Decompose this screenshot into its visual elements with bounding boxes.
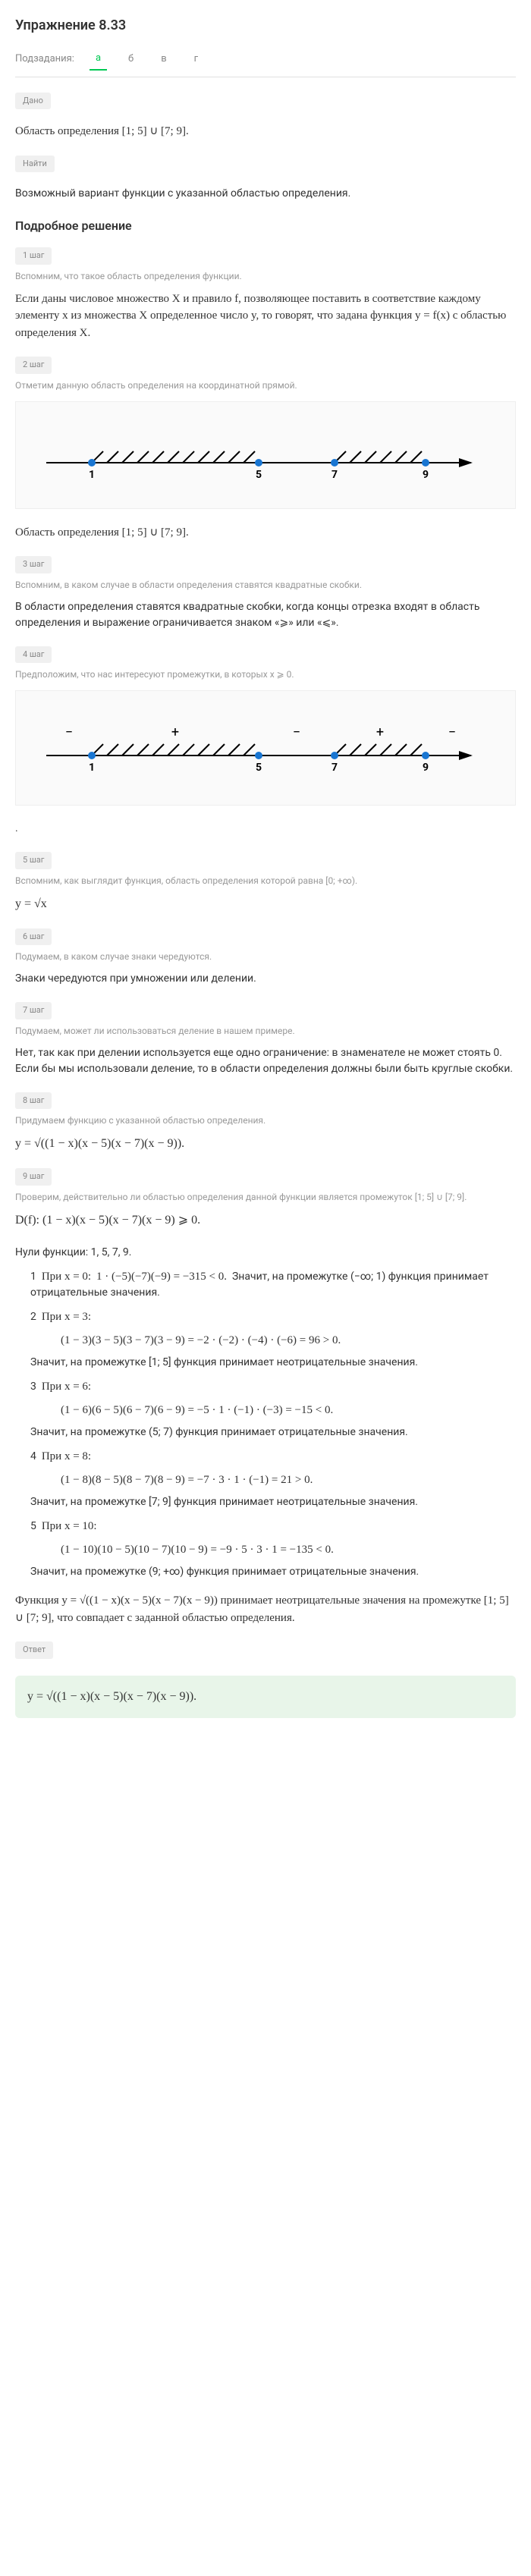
step-9: 9 шаг Проверим, действительно ли область… bbox=[15, 1168, 516, 1230]
solution-title: Подробное решение bbox=[15, 217, 516, 235]
step-hint: Вспомним, в каком случае в области опред… bbox=[15, 578, 516, 592]
check-calc: (1 − 3)(3 − 5)(3 − 7)(3 − 9) = −2 · (−2)… bbox=[61, 1332, 516, 1349]
given-block: Дано Область определения [1; 5] ∪ [7; 9]… bbox=[15, 93, 516, 140]
step-hint: Подумаем, может ли использоваться делени… bbox=[15, 1024, 516, 1038]
svg-text:1: 1 bbox=[89, 762, 95, 774]
step-hint: Проверим, действительно ли областью опре… bbox=[15, 1190, 516, 1204]
step-hint: Придумаем функцию с указанной областью о… bbox=[15, 1114, 516, 1127]
check-at: При x = 8: bbox=[42, 1450, 91, 1462]
svg-text:9: 9 bbox=[423, 762, 429, 774]
svg-text:−: − bbox=[448, 724, 456, 740]
check-calc: (1 − 6)(6 − 5)(6 − 7)(6 − 9) = −5 · 1 · … bbox=[61, 1402, 516, 1419]
step-badge: 6 шаг bbox=[15, 928, 52, 946]
svg-text:7: 7 bbox=[331, 762, 338, 774]
step-dot: . bbox=[15, 821, 516, 837]
number-line-2: − + − + − 1 5 bbox=[15, 690, 516, 806]
check-calc: 1 · (−5)(−7)(−9) = −315 < 0. bbox=[96, 1271, 227, 1283]
step-badge: 4 шаг bbox=[15, 646, 52, 664]
find-label: Найти bbox=[15, 156, 55, 173]
check-note: Значит, на промежутке (9; +∞) функция пр… bbox=[30, 1564, 516, 1580]
step-hint: Предположим, что нас интересуют промежут… bbox=[15, 668, 516, 681]
step-text: Знаки чередуются при умножении или делен… bbox=[15, 971, 516, 987]
step-text: Нет, так как при делении используется ещ… bbox=[15, 1045, 516, 1077]
find-text: Возможный вариант функции с указанной об… bbox=[15, 186, 516, 202]
tab-a[interactable]: а bbox=[90, 48, 107, 71]
check-num: 4 bbox=[30, 1450, 36, 1462]
check-num: 3 bbox=[30, 1381, 36, 1393]
step-8: 8 шаг Придумаем функцию с указанной обла… bbox=[15, 1092, 516, 1154]
check-item: 4 При x = 8: (1 − 8)(8 − 5)(8 − 7)(8 − 9… bbox=[30, 1448, 516, 1510]
step-text: Если даны числовое множество X и правило… bbox=[15, 291, 516, 342]
answer-text: y = √((1 − x)(x − 5)(x − 7)(x − 9)). bbox=[27, 1690, 196, 1703]
step-6: 6 шаг Подумаем, в каком случае знаки чер… bbox=[15, 928, 516, 988]
step-badge: 8 шаг bbox=[15, 1092, 52, 1110]
answer-block: y = √((1 − x)(x − 5)(x − 7)(x − 9)). bbox=[15, 1676, 516, 1718]
step-3: 3 шаг Вспомним, в каком случае в области… bbox=[15, 556, 516, 631]
check-note: Значит, на промежутке (5; 7) функция при… bbox=[30, 1425, 516, 1440]
step-text: D(f): (1 − x)(x − 5)(x − 7)(x − 9) ⩾ 0. bbox=[15, 1211, 516, 1230]
step-2: 2 шаг Отметим данную область определения… bbox=[15, 357, 516, 541]
number-line-1: 1 5 7 9 bbox=[15, 401, 516, 509]
subtasks-row: Подзадания: а б в г bbox=[15, 48, 516, 77]
check-calc: (1 − 8)(8 − 5)(8 − 7)(8 − 9) = −7 · 3 · … bbox=[61, 1472, 516, 1489]
answer-label: Ответ bbox=[15, 1641, 53, 1659]
check-at: При x = 10: bbox=[42, 1520, 97, 1532]
given-label: Дано bbox=[15, 93, 51, 110]
given-text: Область определения [1; 5] ∪ [7; 9]. bbox=[15, 123, 516, 140]
step-badge: 9 шаг bbox=[15, 1168, 52, 1186]
check-item: 2 При x = 3: (1 − 3)(3 − 5)(3 − 7)(3 − 9… bbox=[30, 1308, 516, 1371]
svg-text:5: 5 bbox=[256, 469, 262, 481]
check-note: Значит, на промежутке [7; 9] функция при… bbox=[30, 1494, 516, 1510]
svg-text:1: 1 bbox=[89, 469, 95, 481]
step-text: y = √x bbox=[15, 895, 516, 913]
zeros-label: Нули функции: 1, 5, 7, 9. bbox=[15, 1245, 516, 1261]
step-badge: 2 шаг bbox=[15, 357, 52, 374]
step-hint: Вспомним, что такое область определения … bbox=[15, 269, 516, 283]
check-at: При x = 0: bbox=[42, 1271, 91, 1283]
step-hint: Подумаем, в каком случае знаки чередуютс… bbox=[15, 950, 516, 963]
step-7: 7 шаг Подумаем, может ли использоваться … bbox=[15, 1002, 516, 1077]
check-item: 1 При x = 0: 1 · (−5)(−7)(−9) = −315 < 0… bbox=[30, 1268, 516, 1302]
step-hint: Отметим данную область определения на ко… bbox=[15, 379, 516, 392]
check-num: 2 bbox=[30, 1311, 36, 1323]
check-item: 5 При x = 10: (1 − 10)(10 − 5)(10 − 7)(1… bbox=[30, 1518, 516, 1580]
exercise-title: Упражнение 8.33 bbox=[15, 15, 516, 36]
conclusion: Функция y = √((1 − x)(x − 5)(x − 7)(x − … bbox=[15, 1592, 516, 1626]
tab-g[interactable]: г bbox=[188, 49, 204, 70]
step-4: 4 шаг Предположим, что нас интересуют пр… bbox=[15, 646, 516, 837]
svg-text:−: − bbox=[293, 724, 300, 740]
check-note: Значит, на промежутке [1; 5] функция при… bbox=[30, 1355, 516, 1371]
subtasks-label: Подзадания: bbox=[15, 52, 74, 67]
tab-v[interactable]: в bbox=[155, 49, 172, 70]
check-list: 1 При x = 0: 1 · (−5)(−7)(−9) = −315 < 0… bbox=[15, 1268, 516, 1581]
check-calc: (1 − 10)(10 − 5)(10 − 7)(10 − 9) = −9 · … bbox=[61, 1541, 516, 1559]
answer-section: Ответ y = √((1 − x)(x − 5)(x − 7)(x − 9)… bbox=[15, 1641, 516, 1718]
svg-text:+: + bbox=[376, 724, 384, 740]
step-text: y = √((1 − x)(x − 5)(x − 7)(x − 9)). bbox=[15, 1135, 516, 1153]
check-num: 5 bbox=[30, 1520, 36, 1532]
check-at: При x = 6: bbox=[42, 1381, 91, 1393]
step-badge: 5 шаг bbox=[15, 852, 52, 869]
svg-text:−: − bbox=[65, 724, 73, 740]
step-badge: 7 шаг bbox=[15, 1002, 52, 1019]
step-badge: 3 шаг bbox=[15, 556, 52, 573]
svg-text:+: + bbox=[171, 724, 179, 740]
step-5: 5 шаг Вспомним, как выглядит функция, об… bbox=[15, 852, 516, 913]
step-hint: Вспомним, как выглядит функция, область … bbox=[15, 874, 516, 887]
find-block: Найти Возможный вариант функции с указан… bbox=[15, 156, 516, 203]
step-badge: 1 шаг bbox=[15, 247, 52, 265]
tab-b[interactable]: б bbox=[122, 49, 140, 70]
svg-text:7: 7 bbox=[331, 469, 338, 481]
step-text: В области определения ставятся квадратны… bbox=[15, 599, 516, 631]
svg-text:9: 9 bbox=[423, 469, 429, 481]
check-at: При x = 3: bbox=[42, 1311, 91, 1323]
svg-text:5: 5 bbox=[256, 762, 262, 774]
step-after-text: Область определения [1; 5] ∪ [7; 9]. bbox=[15, 524, 516, 542]
step-1: 1 шаг Вспомним, что такое область опреде… bbox=[15, 247, 516, 341]
check-item: 3 При x = 6: (1 − 6)(6 − 5)(6 − 7)(6 − 9… bbox=[30, 1378, 516, 1440]
check-num: 1 bbox=[30, 1271, 36, 1283]
